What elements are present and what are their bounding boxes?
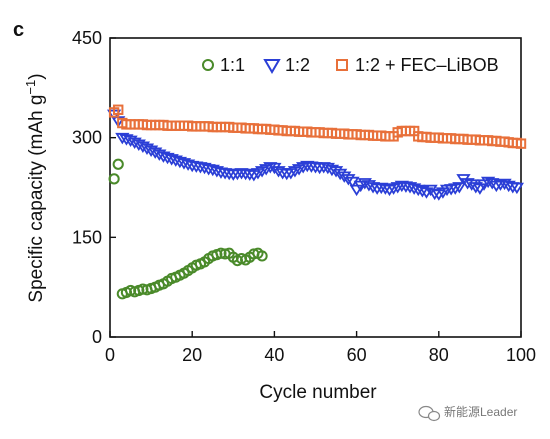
data-point-1-2 [267,162,282,175]
legend-square-marker [336,59,348,71]
series-2 [106,109,525,201]
data-point-1-2 [180,159,196,171]
panel-label: c [13,19,24,41]
data-point-1-2 [485,178,500,190]
legend-entry-1-1: 1:1 [202,55,245,75]
data-point-1-2 [337,171,352,183]
data-point-fec-libob [515,138,527,149]
data-point-1-2 [378,183,393,195]
data-point-1-2 [341,174,356,186]
legend-circle-marker [202,59,214,71]
legend-triangle-marker [263,59,281,74]
data-point-1-1 [112,158,124,170]
series-3 [108,104,527,149]
legend: 1:1 1:2 1:2 + FEC–LiBOB [202,55,499,75]
data-point-1-2 [415,186,430,198]
data-point-1-2 [365,182,381,194]
series-layer [106,104,527,300]
data-point-1-2 [349,184,364,197]
x-tick-label: 40 [264,345,284,365]
data-point-1-2 [452,182,467,194]
data-point-fec-libob [113,104,124,115]
x-tick-label: 0 [105,345,115,365]
series-1 [108,158,268,300]
y-tick-label: 450 [72,28,102,48]
x-axis: 0 20 40 60 80 100 [105,331,536,365]
x-axis-title: Cycle number [259,382,377,403]
data-point-1-2 [197,162,212,175]
data-point-1-2 [468,182,483,194]
legend-entry-1-2: 1:2 [263,55,310,75]
legend-label-fec-libob: 1:2 + FEC–LiBOB [355,55,499,75]
data-point-1-1 [108,173,120,185]
y-axis-title-suffix: ) [26,73,47,79]
data-point-1-2 [501,180,516,193]
x-tick-label: 60 [347,345,367,365]
data-point-1-2 [333,168,348,181]
data-point-1-2 [472,183,488,195]
data-point-1-1 [256,250,268,262]
legend-label-1-2: 1:2 [285,55,310,75]
x-tick-label: 100 [506,345,536,365]
watermark-text: 新能源Leader [444,404,517,419]
chat-bubble-icon [418,405,441,422]
x-tick-label: 20 [182,345,202,365]
watermark: 新能源Leader [418,404,517,422]
legend-label-1-1: 1:1 [220,55,245,75]
y-axis: 0 150 300 450 [72,28,116,347]
y-axis-title-main: Specific capacity (mAh g [26,95,47,303]
y-tick-label: 300 [72,128,102,148]
data-point-1-2 [328,166,344,178]
y-tick-label: 0 [92,327,102,347]
data-point-1-2 [509,182,525,195]
y-axis-title-superscript: −1 [23,80,38,95]
y-tick-label: 150 [72,227,102,247]
data-point-1-2 [209,166,224,178]
x-tick-label: 80 [429,345,449,365]
y-axis-title: Specific capacity (mAh g−1) [23,73,47,302]
legend-entry-fec-libob: 1:2 + FEC–LiBOB [336,55,499,75]
